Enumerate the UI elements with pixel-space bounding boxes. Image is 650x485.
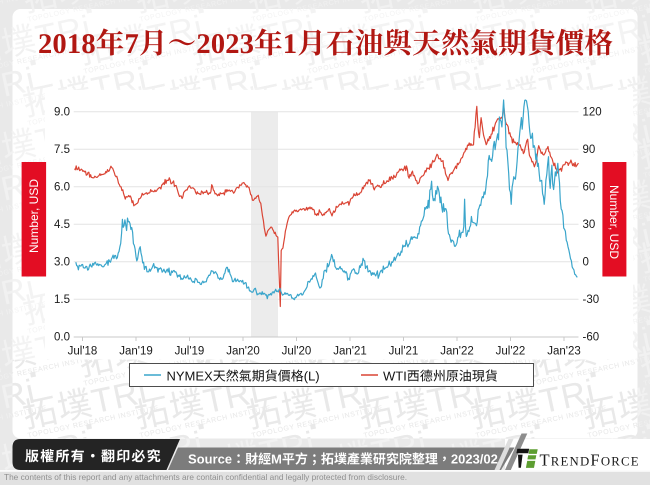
svg-text:Jul'19: Jul'19 [175, 346, 205, 358]
svg-text:60: 60 [583, 182, 596, 194]
svg-text:Jul'20: Jul'20 [282, 346, 312, 358]
svg-text:7.5: 7.5 [54, 144, 70, 156]
svg-text:Jul'18: Jul'18 [68, 346, 98, 358]
svg-text:1.5: 1.5 [54, 294, 70, 306]
svg-text:6.0: 6.0 [54, 182, 70, 194]
svg-text:0: 0 [583, 257, 589, 269]
svg-text:Jan'23: Jan'23 [547, 346, 581, 358]
svg-text:-30: -30 [583, 294, 600, 306]
svg-text:30: 30 [583, 219, 596, 231]
svg-text:Jan'19: Jan'19 [119, 346, 153, 358]
svg-text:TRENDFORCE: TRENDFORCE [540, 451, 640, 470]
svg-text:Number, USD: Number, USD [607, 185, 621, 259]
svg-text:4.5: 4.5 [54, 219, 70, 231]
svg-text:Jan'22: Jan'22 [440, 346, 474, 358]
svg-text:0.0: 0.0 [54, 332, 70, 344]
svg-text:-60: -60 [583, 332, 600, 344]
svg-text:Jul'22: Jul'22 [496, 346, 526, 358]
svg-text:90: 90 [583, 144, 596, 156]
svg-text:Jan'20: Jan'20 [226, 346, 260, 358]
svg-text:Jul'21: Jul'21 [389, 346, 419, 358]
svg-text:The contents of this report an: The contents of this report and any atta… [4, 472, 407, 482]
svg-text:9.0: 9.0 [54, 107, 70, 119]
svg-text:Jan'21: Jan'21 [333, 346, 367, 358]
svg-text:Number, USD: Number, USD [27, 179, 41, 253]
svg-text:3.0: 3.0 [54, 257, 70, 269]
svg-text:120: 120 [583, 107, 602, 119]
